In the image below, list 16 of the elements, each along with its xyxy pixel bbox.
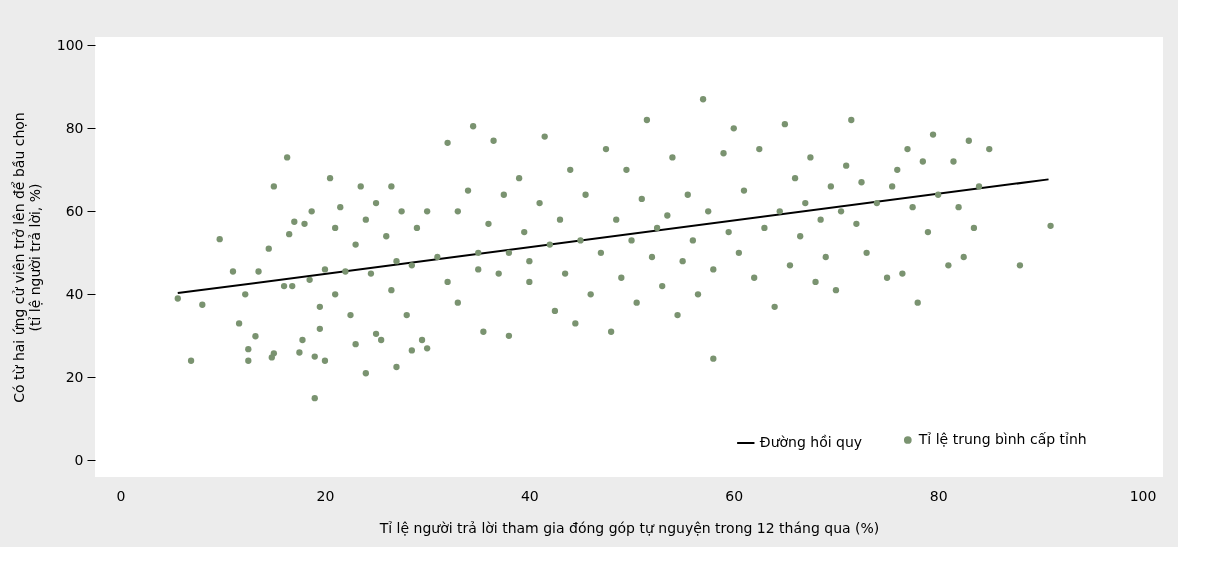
x-tick-label: 20 xyxy=(316,487,335,504)
x-tick-label: 100 xyxy=(1129,487,1157,504)
y-tick-label: 80 xyxy=(65,119,84,136)
y-tick-label: 0 xyxy=(74,451,84,468)
y-tick-label: 40 xyxy=(65,285,84,302)
x-axis-title: Tỉ lệ người trả lời tham gia đóng góp tự nguyện trong 12 tháng qua (%) xyxy=(378,519,880,536)
legend-label: Tỉ lệ trung bình cấp tỉnh xyxy=(917,431,1087,447)
legend-label: Đường hồi quy xyxy=(759,434,863,450)
x-tick-label: 40 xyxy=(520,487,539,504)
y-tick-label: 100 xyxy=(56,36,84,53)
x-tick-label: 80 xyxy=(929,487,948,504)
x-tick-label: 60 xyxy=(725,487,744,504)
x-tick-label: 0 xyxy=(116,487,126,504)
y-axis-title: Có từ hai ứng cử viên trở lên để bầu chọn (tỉ lệ người trả lời, %) xyxy=(10,112,43,403)
y-tick-label: 60 xyxy=(65,202,84,219)
y-tick-label: 20 xyxy=(65,368,84,385)
